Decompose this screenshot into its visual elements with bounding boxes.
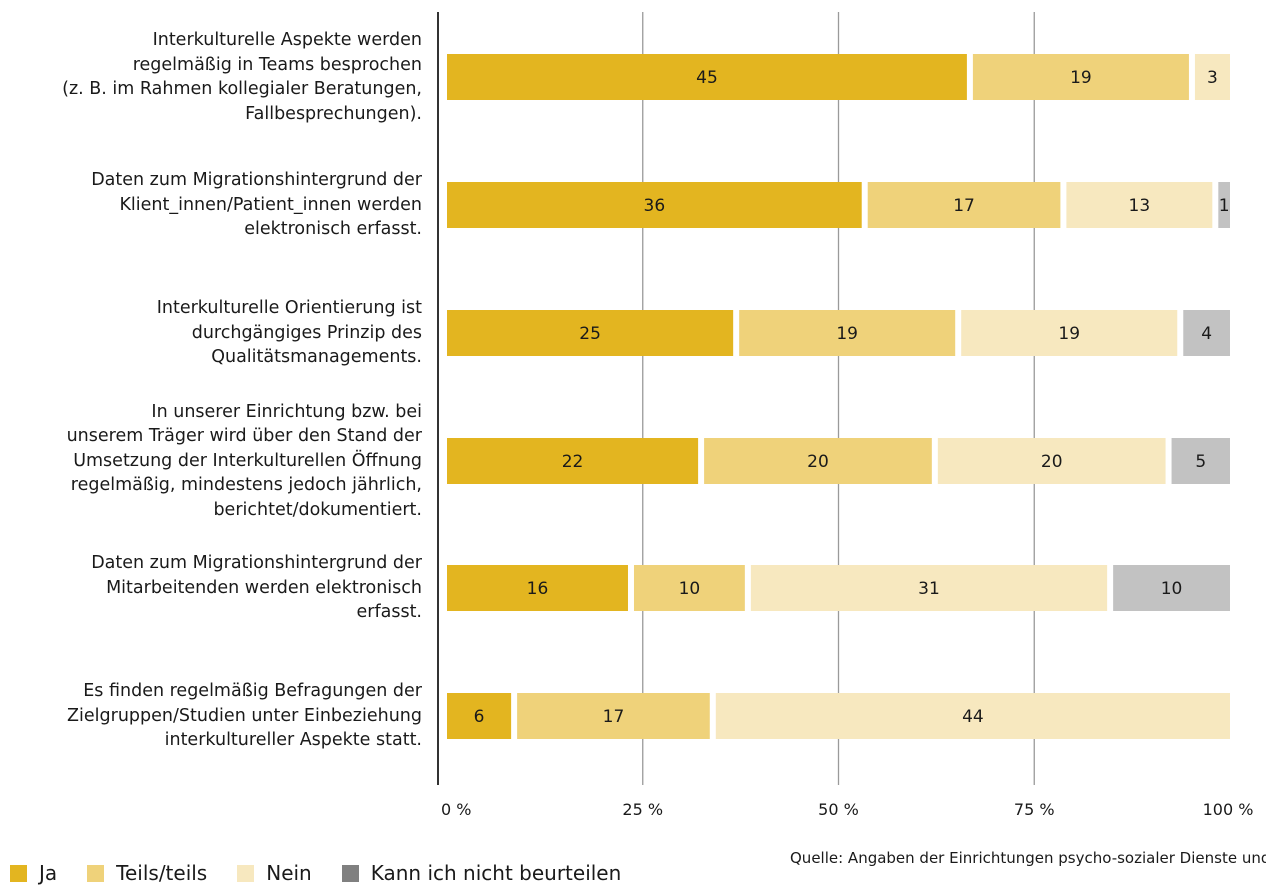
category-label-1-line-2: regelmäßig in Teams besprochen [132,54,422,75]
category-label-4-line-1: In unserer Einrichtung bzw. bei [151,401,422,422]
category-label-2-line-2: Klient_innen/Patient_innen werden [119,194,422,215]
category-label-3-line-3: Qualitätsmanagements. [211,347,422,368]
data-label-kann-ich-nicht-beurteilen-row-4: 5 [1195,452,1206,472]
category-label-2: Daten zum Migrationshintergrund der Klien… [0,168,422,242]
legend-swatch-nein [237,864,255,882]
data-label-teils-teils-row-6: 17 [603,707,625,727]
bar-ja-row-4 [447,438,699,484]
data-label-teils-teils-row-4: 20 [807,452,829,472]
legend-label-ja: Ja [39,861,58,885]
bar-kann-ich-nicht-beurteilen-row-2 [1218,182,1230,228]
bar-ja-row-6 [447,693,512,739]
category-label-5: Daten zum Migrationshintergrund der Mitar… [0,551,422,625]
category-label-5-line-3: erfasst. [356,602,422,623]
bar-nein-row-5 [750,565,1108,611]
category-label-1: Interkulturelle Aspekte werden regelmäßig… [0,28,422,126]
category-label-4-line-3: Umsetzung der Interkulturellen Öffnung [73,450,422,471]
data-label-teils-teils-row-1: 19 [1070,68,1092,88]
category-label-1-line-4: Fallbesprechungen). [245,103,422,124]
bar-teils-teils-row-5 [633,565,745,611]
category-label-3-line-1: Interkulturelle Orientierung ist [156,298,422,319]
legend-item-teils-teils: Teils/teils [87,861,207,885]
bar-nein-row-4 [937,438,1166,484]
bar-teils-teils-row-4 [704,438,932,484]
data-label-kann-ich-nicht-beurteilen-row-2: 1 [1219,196,1230,216]
x-tick-label-100: 100 % [1203,800,1254,819]
bar-ja-row-3 [447,310,734,356]
x-tick-label-0: 0 % [441,800,471,819]
bar-ja-row-5 [447,565,628,611]
category-label-6-line-1: Es finden regelmäßig Befragungen der [83,681,422,702]
legend-label-kann-ich-nicht-beurteilen: Kann ich nicht beurteilen [370,861,622,885]
data-label-nein-row-6: 44 [962,707,984,727]
category-label-4-line-5: berichtet/dokumentiert. [213,499,422,520]
category-label-2-line-3: elektronisch erfasst. [244,219,422,240]
bar-teils-teils-row-2 [867,182,1061,228]
category-label-6-line-3: interkultureller Aspekte statt. [164,730,422,751]
legend-item-nein: Nein [237,861,312,885]
data-label-ja-row-1: 45 [696,68,718,88]
data-label-nein-row-4: 20 [1041,452,1063,472]
category-label-1-line-1: Interkulturelle Aspekte werden [152,30,422,50]
bar-teils-teils-row-1 [972,54,1189,100]
x-tick-label-50: 50 % [818,800,859,819]
category-label-6-line-2: Zielgruppen/Studien unter Einbeziehung [67,705,422,726]
category-label-2-line-1: Daten zum Migrationshintergrund der [91,170,422,191]
bar-nein-row-2 [1066,182,1213,228]
data-label-teils-teils-row-3: 19 [836,324,858,344]
data-label-ja-row-6: 6 [474,707,485,727]
bar-teils-teils-row-6 [517,693,710,739]
data-label-nein-row-3: 19 [1058,324,1080,344]
data-label-kann-ich-nicht-beurteilen-row-3: 4 [1201,324,1212,344]
bar-nein-row-1 [1194,54,1230,100]
data-label-kann-ich-nicht-beurteilen-row-5: 10 [1161,579,1183,599]
data-label-teils-teils-row-2: 17 [953,196,975,216]
data-label-teils-teils-row-5: 10 [679,579,701,599]
legend-swatch-kann-ich-nicht-beurteilen [341,864,359,882]
x-tick-label-75: 75 % [1014,800,1055,819]
category-label-4: In unserer Einrichtung bzw. bei unserem T… [0,400,422,523]
data-label-nein-row-2: 13 [1129,196,1151,216]
data-label-ja-row-5: 16 [527,579,549,599]
category-label-5-line-1: Daten zum Migrationshintergrund der [91,553,422,574]
category-label-4-line-2: unserem Träger wird über den Stand der [66,426,422,447]
legend-swatch-ja [10,864,27,882]
bar-ja-row-2 [447,182,862,228]
category-label-4-line-4: regelmäßig, mindestens jedoch jährlich, [70,475,422,496]
x-tick-labels: 0 % 25 % 50 % 75 % 100 % [441,800,1253,819]
data-label-ja-row-3: 25 [579,324,601,344]
bars: 45 19 3 36 17 13 1 25 19 19 4 22 20 20 5 16 10 31 10 6 17 44 [447,54,1230,739]
category-label-3: Interkulturelle Orientierung ist durchgän… [0,296,422,370]
x-tick-label-25: 25 % [622,800,663,819]
data-label-ja-row-2: 36 [644,196,666,216]
bar-kann-ich-nicht-beurteilen-row-5 [1113,565,1230,611]
data-label-ja-row-4: 22 [562,452,584,472]
bar-ja-row-1 [447,54,967,100]
bar-kann-ich-nicht-beurteilen-row-4 [1171,438,1230,484]
data-label-nein-row-1: 3 [1207,68,1218,88]
legend: Ja Teils/teils Nein Kann ich nicht beurt… [10,860,651,886]
gridlines [437,12,1035,785]
category-label-6: Es finden regelmäßig Befragungen der Ziel… [0,679,422,753]
bar-kann-ich-nicht-beurteilen-row-3 [1183,310,1230,356]
legend-item-ja: Ja [10,861,57,885]
bar-nein-row-3 [961,310,1178,356]
source-note: Quelle: Angaben der Einrichtungen psycho… [790,849,1266,867]
category-label-3-line-2: durchgängiges Prinzip des [191,322,422,343]
legend-item-kann-ich-nicht-beurteilen: Kann ich nicht beurteilen [341,861,622,885]
legend-swatch-teils-teils [87,864,105,882]
legend-label-teils-teils: Teils/teils [116,861,208,885]
bar-teils-teils-row-3 [739,310,956,356]
category-label-1-line-3: (z. B. im Rahmen kollegialer Beratungen, [62,79,422,99]
data-label-nein-row-5: 31 [918,579,940,599]
category-label-5-line-2: Mitarbeitenden werden elektronisch [106,577,422,598]
bar-nein-row-6 [715,693,1230,739]
legend-label-nein: Nein [266,861,312,885]
